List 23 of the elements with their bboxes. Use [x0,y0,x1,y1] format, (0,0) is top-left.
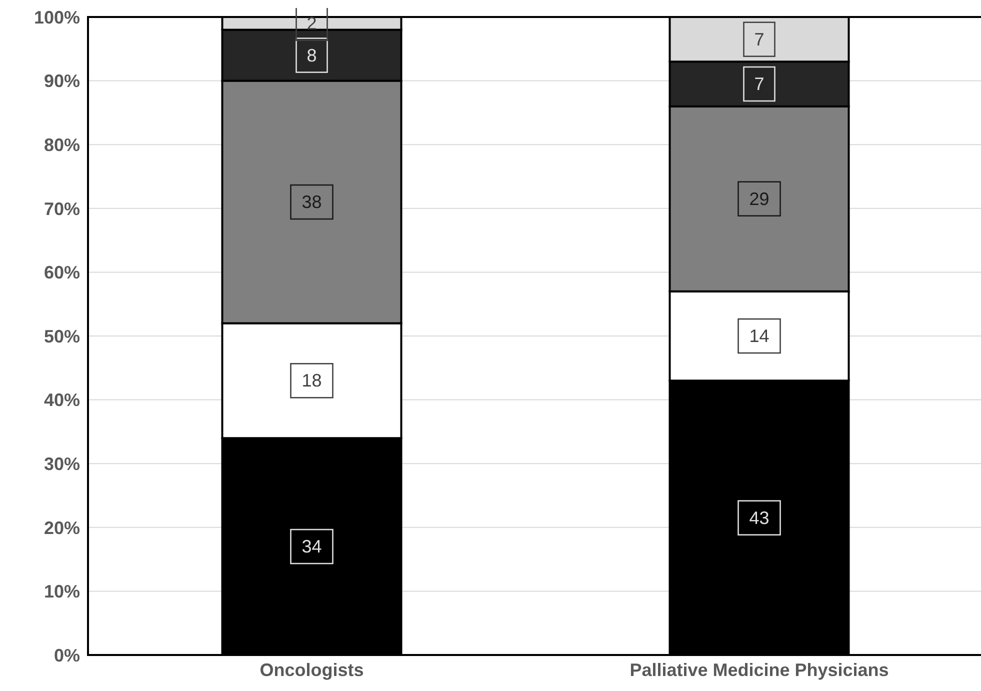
data-label: 29 [749,188,770,209]
y-tick-label: 20% [44,518,80,538]
y-tick-label: 70% [44,198,80,219]
data-label: 8 [306,45,317,66]
data-label: 18 [302,370,322,391]
y-tick-label: 50% [44,326,80,346]
y-tick-label: 30% [44,454,80,474]
y-tick-label: 80% [44,134,80,155]
data-label: 43 [749,508,770,528]
y-tick-label: 90% [44,71,80,92]
data-label: 2 [306,13,317,34]
y-tick-label: 100% [34,7,80,28]
y-tick-label: 60% [44,262,80,283]
data-label: 34 [302,536,322,557]
y-tick-label: 0% [54,645,80,666]
data-label: 7 [754,29,764,50]
y-tick-label: 10% [44,582,80,602]
data-label: 14 [749,326,770,346]
x-tick-label: Oncologists [260,660,364,680]
x-tick-label: Palliative Medicine Physicians [630,660,889,680]
data-label: 7 [754,74,764,94]
data-label: 38 [302,192,322,212]
y-tick-label: 40% [44,390,80,410]
